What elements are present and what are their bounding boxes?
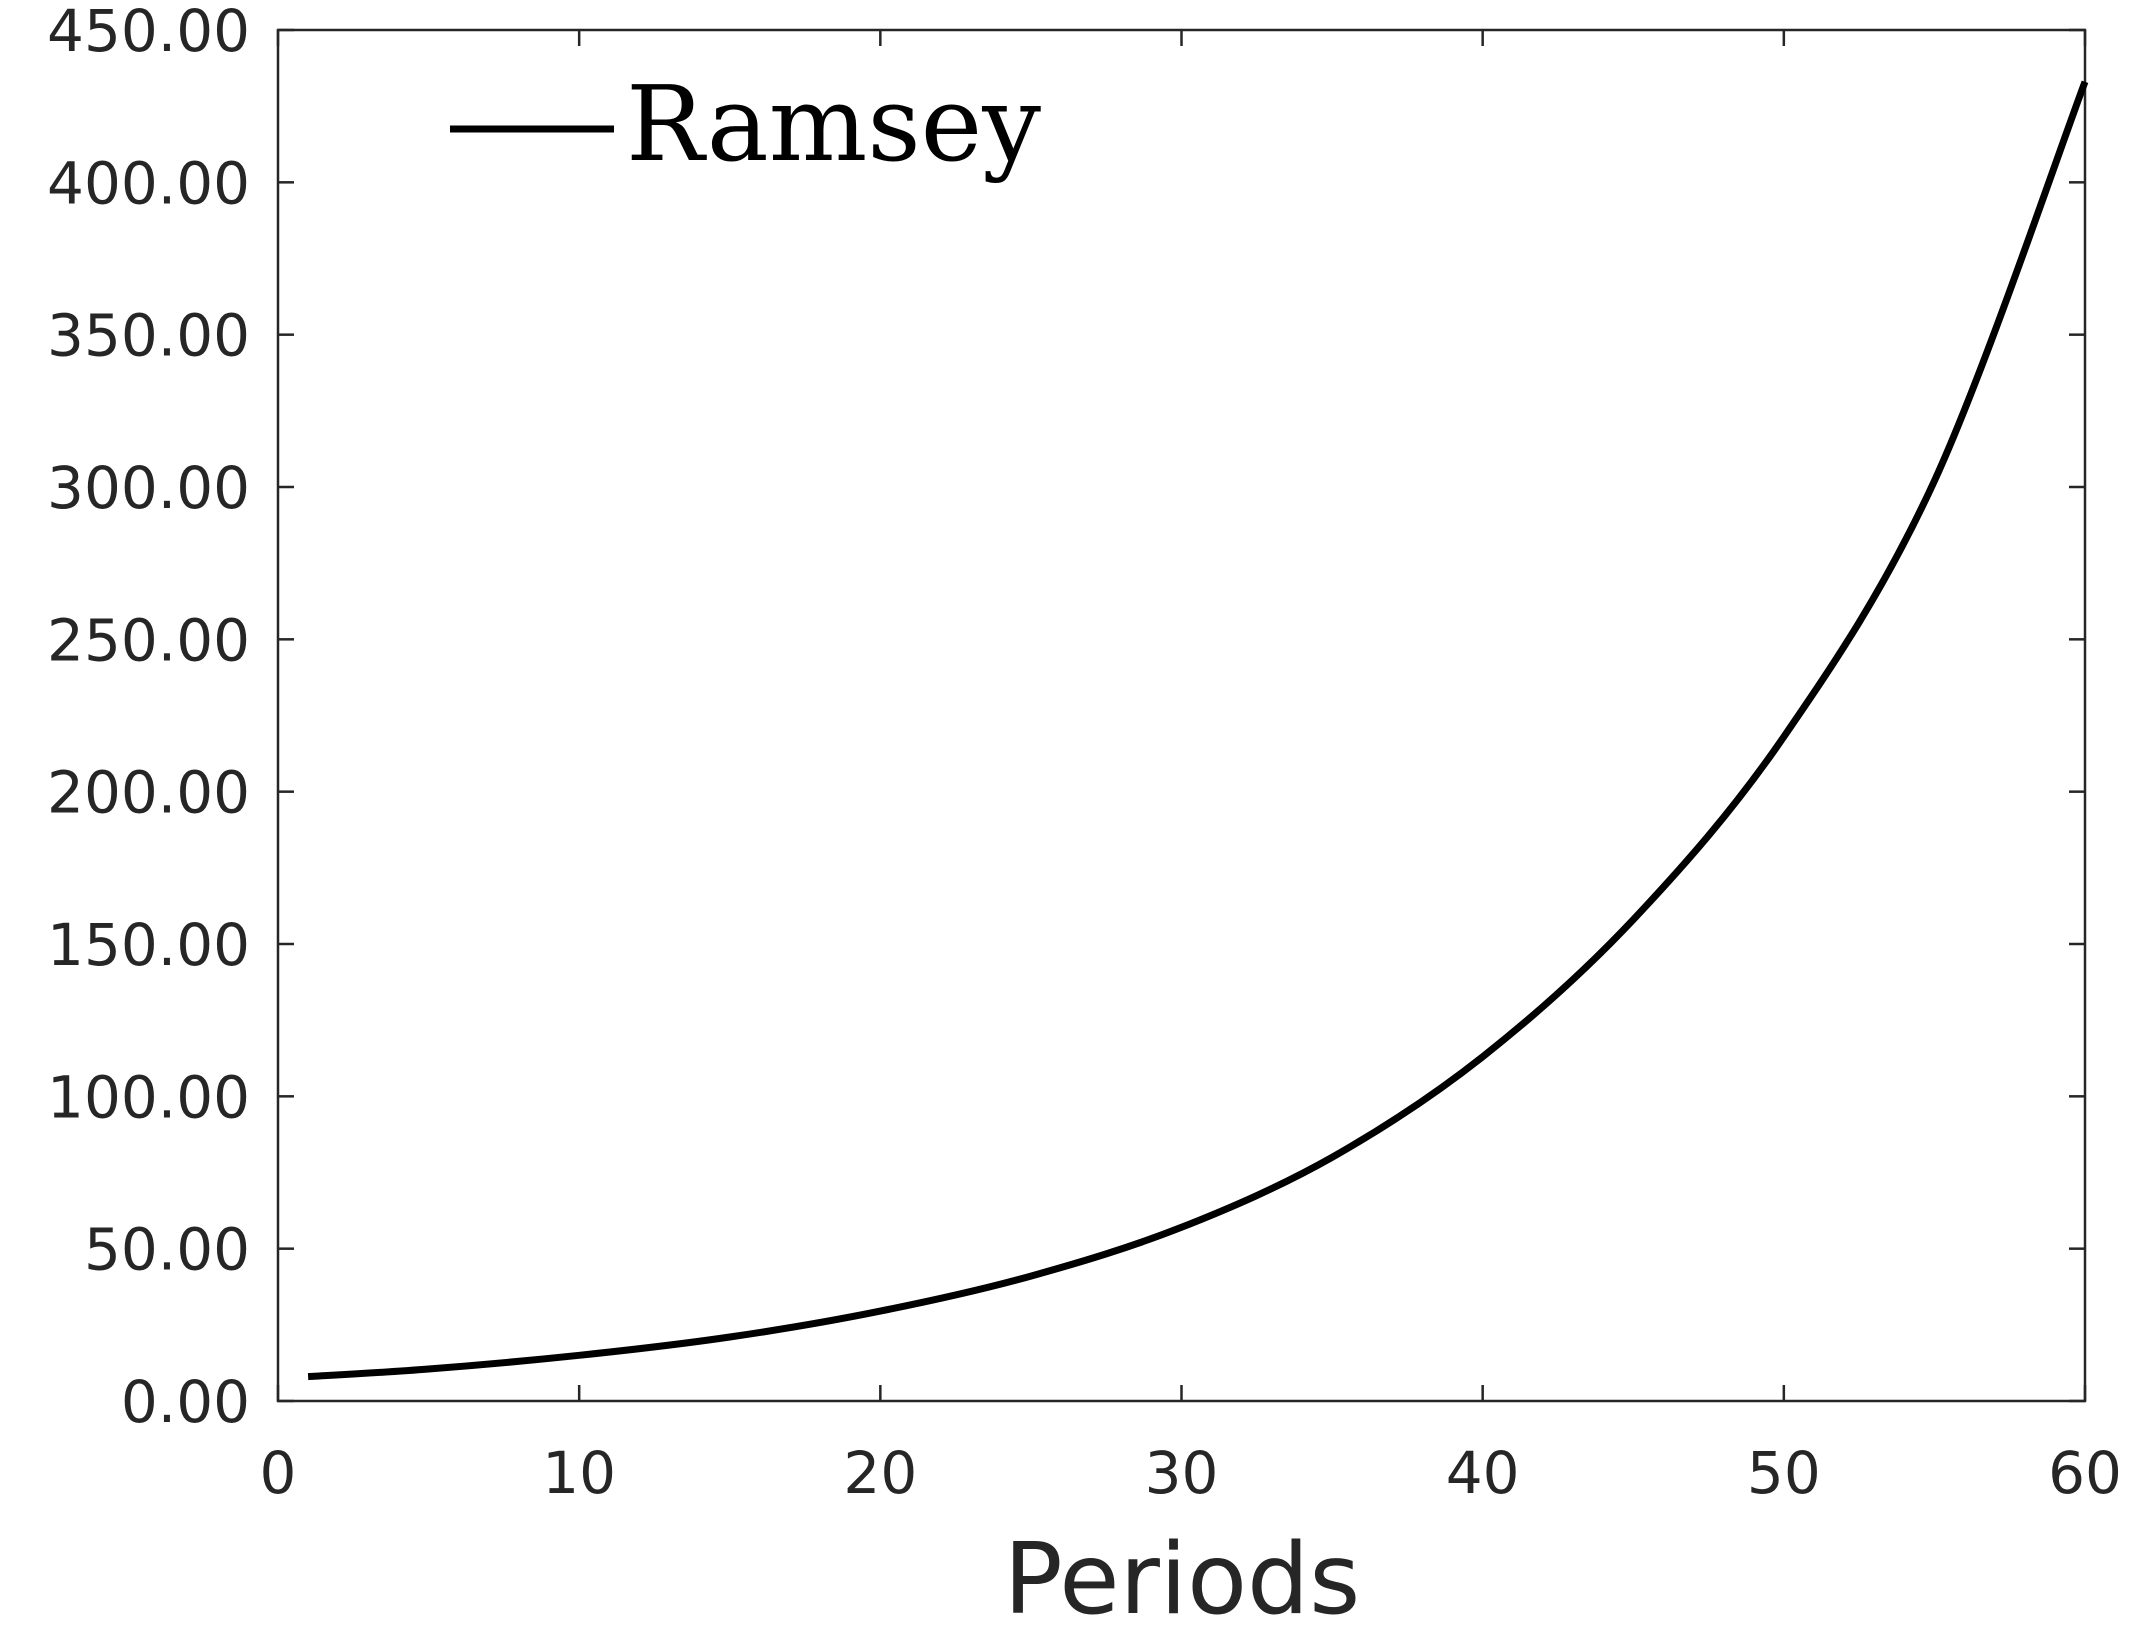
x-tick-label: 50: [1747, 1439, 1821, 1507]
x-tick-label: 20: [843, 1439, 917, 1507]
legend: Ramsey: [450, 63, 1041, 185]
x-tick-label: 60: [2048, 1439, 2122, 1507]
x-axis-title: Periods: [1004, 1523, 1361, 1627]
y-tick-label: 250.00: [47, 606, 250, 674]
y-tick-label: 0.00: [121, 1368, 250, 1436]
y-tick-label: 400.00: [47, 149, 250, 217]
y-tick-label: 350.00: [47, 302, 250, 370]
plot-frame: [276, 28, 2087, 1403]
y-tick-label: 50.00: [84, 1216, 250, 1284]
y-tick-label: 100.00: [47, 1063, 250, 1131]
y-tick-label: 200.00: [47, 759, 250, 827]
x-tick-label: 40: [1446, 1439, 1520, 1507]
legend-label-ramsey: Ramsey: [626, 63, 1041, 185]
y-tick-label: 300.00: [47, 454, 250, 522]
y-tick-label: 450.00: [47, 0, 250, 65]
series-layer: [307, 80, 2089, 1381]
x-axis-ticks: 0 10 20 30 40 50 60: [260, 30, 2122, 1507]
series-line-ramsey: [307, 80, 2089, 1381]
y-tick-label: 150.00: [47, 911, 250, 979]
plot-area: [276, 28, 2087, 1403]
x-tick-label: 0: [260, 1439, 297, 1507]
x-tick-label: 30: [1145, 1439, 1219, 1507]
x-tick-label: 10: [542, 1439, 616, 1507]
y-axis-ticks: 0.00 50.00 100.00 150.00 200.00 250.00 300.00 3…: [47, 0, 2085, 1436]
